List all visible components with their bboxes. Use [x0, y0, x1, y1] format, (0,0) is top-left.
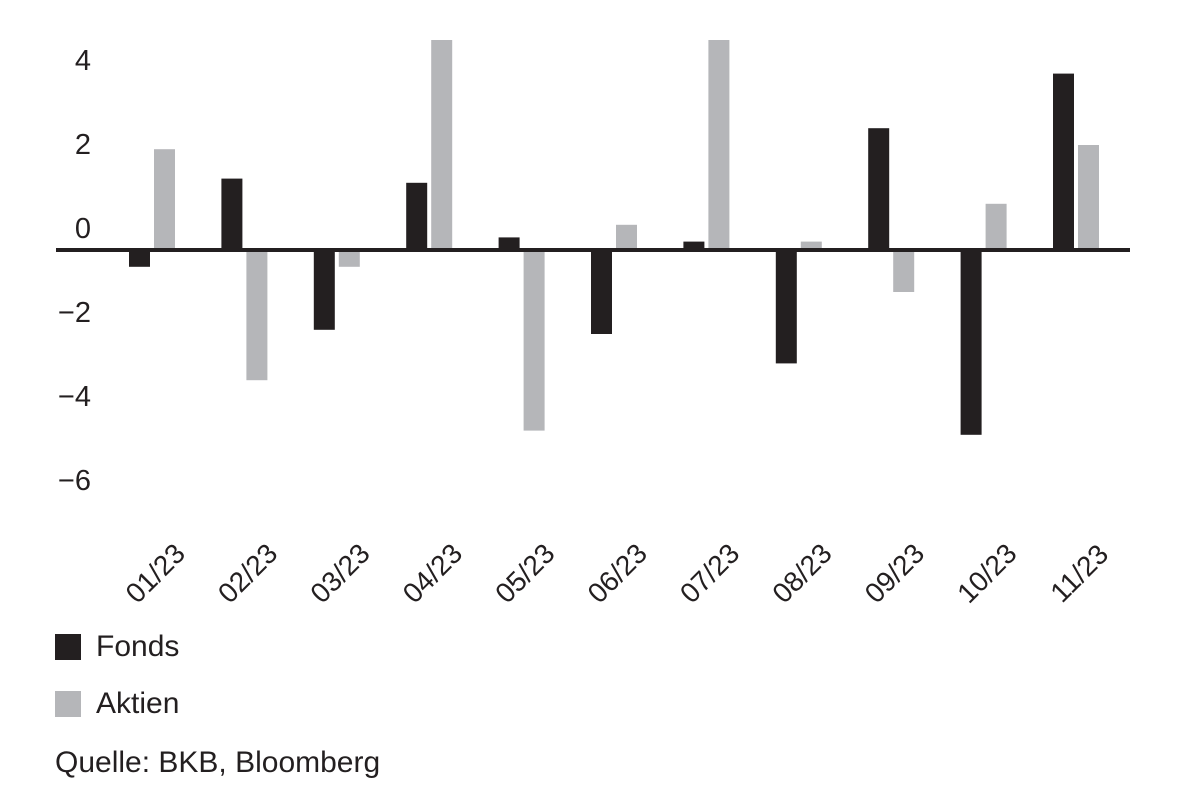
source-note: Quelle: BKB, Bloomberg [55, 746, 381, 779]
x-tick-label: 11/23 [1044, 538, 1114, 608]
x-tick-label: 05/23 [489, 538, 560, 609]
legend-item-fonds: Fonds [55, 627, 455, 667]
bar-fonds-08-23 [775, 250, 797, 364]
x-tick-label: 08/23 [766, 538, 837, 609]
x-tick-label: 09/23 [859, 538, 930, 609]
legend-swatch-fonds [55, 634, 81, 660]
bar-aktien-11-23 [1078, 145, 1099, 250]
x-tick-label: 03/23 [304, 538, 375, 609]
bar-aktien-09-23 [893, 250, 915, 292]
bar-aktien-07-23 [708, 40, 730, 250]
x-tick-label: 07/23 [674, 538, 745, 609]
y-axis: 4 2 0 −2 −4 −6 [58, 45, 91, 497]
bars [129, 40, 1099, 435]
y-tick-label: 4 [75, 45, 91, 77]
y-tick-label: −6 [58, 465, 91, 497]
y-tick-label: 0 [75, 213, 91, 245]
bar-aktien-06-23 [616, 224, 637, 250]
bar-fonds-10-23 [960, 250, 982, 435]
bar-fonds-02-23 [221, 178, 243, 250]
bar-aktien-05-23 [523, 250, 545, 431]
bar-fonds-07-23 [683, 241, 705, 250]
y-tick-label: 2 [75, 129, 91, 161]
bar-aktien-01-23 [154, 149, 175, 250]
x-tick-label: 02/23 [212, 538, 283, 609]
x-axis: 01/23 02/23 03/23 04/23 05/23 06/23 07/23 08/23… [120, 538, 1115, 609]
legend-item-aktien: Aktien [55, 684, 455, 724]
legend-label-fonds: Fonds [96, 630, 180, 663]
bar-fonds-04-23 [406, 182, 428, 250]
bar-fonds-03-23 [313, 250, 335, 330]
bar-fonds-01-23 [129, 250, 150, 267]
bar-aktien-10-23 [985, 203, 1007, 250]
bar-aktien-04-23 [431, 40, 453, 250]
bar-fonds-05-23 [498, 237, 520, 250]
bar-fonds-09-23 [868, 128, 890, 250]
bar-fonds-06-23 [591, 250, 612, 334]
bar-aktien-08-23 [800, 241, 822, 250]
bar-aktien-03-23 [338, 250, 360, 267]
x-tick-label: 10/23 [951, 538, 1022, 609]
bar-fonds-11-23 [1053, 73, 1074, 250]
y-tick-label: −2 [58, 297, 91, 329]
x-tick-label: 01/23 [120, 538, 191, 609]
x-tick-label: 04/23 [397, 538, 468, 609]
legend-label-aktien: Aktien [96, 687, 180, 720]
legend-swatch-aktien [55, 691, 81, 717]
x-tick-label: 06/23 [582, 538, 653, 609]
y-tick-label: −4 [58, 381, 91, 413]
bar-aktien-02-23 [246, 250, 268, 381]
